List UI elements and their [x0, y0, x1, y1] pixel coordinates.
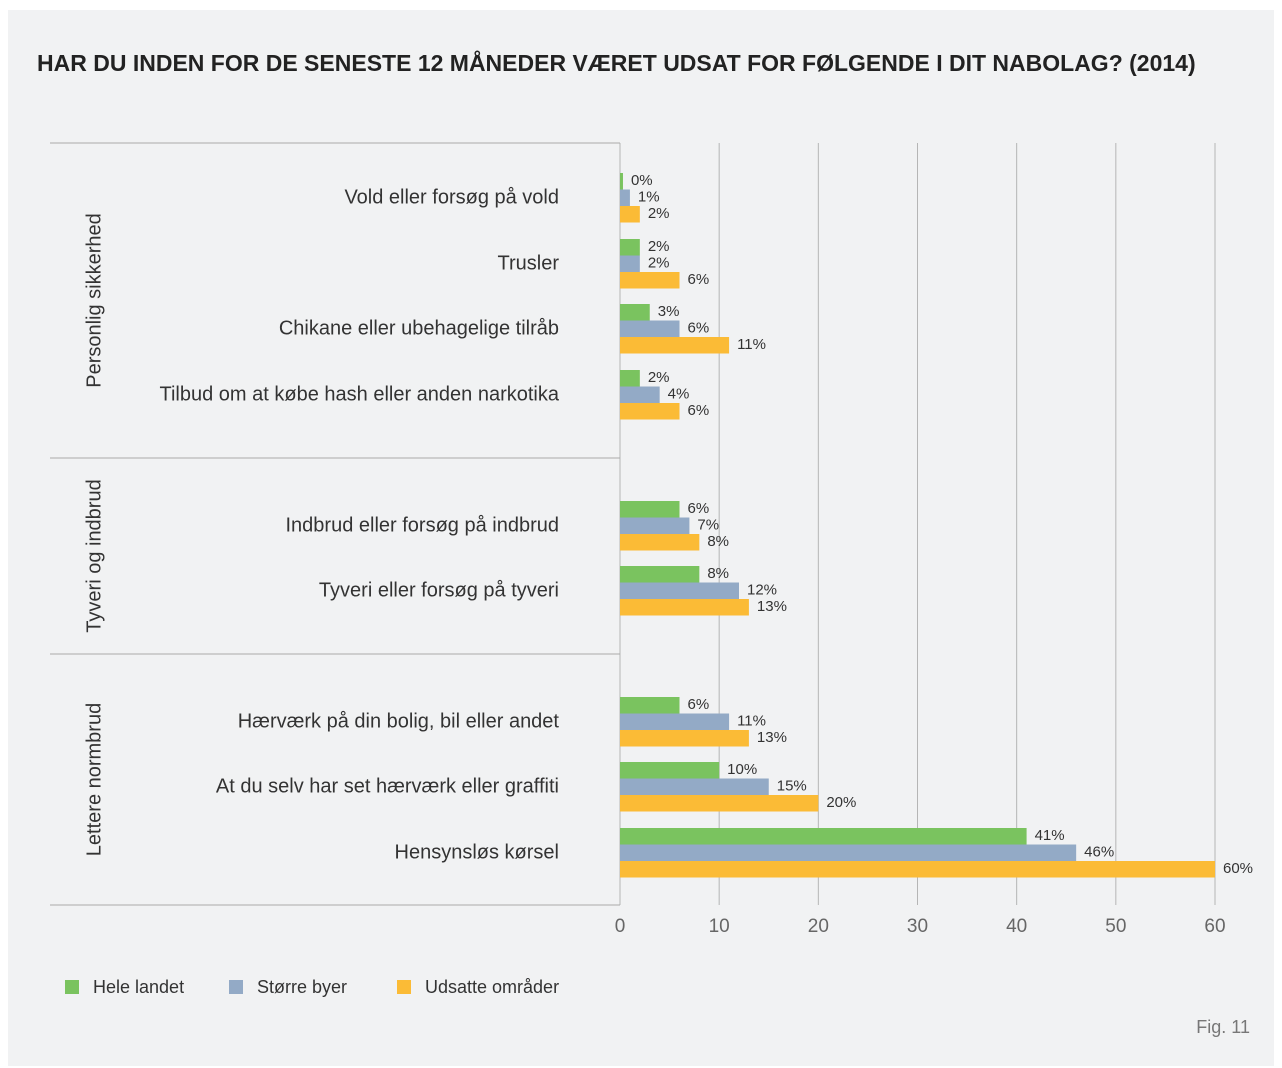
- bar: [620, 206, 640, 223]
- data-label: 10%: [727, 761, 757, 778]
- bar: [620, 778, 769, 795]
- category-label: Vold eller forsøg på vold: [344, 186, 559, 208]
- data-label: 2%: [648, 205, 670, 222]
- bar: [620, 337, 730, 354]
- x-tick-label: 60: [1204, 916, 1225, 937]
- bar: [620, 189, 630, 206]
- x-tick-label: 30: [907, 916, 928, 937]
- data-label: 11%: [737, 713, 766, 730]
- data-label: 4%: [668, 386, 690, 403]
- bar: [620, 534, 700, 551]
- bar: [620, 713, 730, 730]
- data-label: 2%: [648, 369, 670, 386]
- footnote: Fig. 11: [1196, 1017, 1250, 1037]
- legend-swatch: [229, 980, 243, 994]
- bar: [620, 386, 660, 403]
- data-label: 15%: [777, 778, 807, 795]
- legend-label: Hele landet: [93, 977, 184, 997]
- data-label: 8%: [707, 533, 729, 550]
- legend-label: Udsatte områder: [425, 977, 559, 997]
- data-label: 11%: [737, 336, 766, 353]
- bar: [620, 173, 623, 190]
- data-label: 13%: [757, 598, 787, 615]
- data-label: 6%: [688, 402, 710, 419]
- bar: [620, 582, 739, 599]
- data-label: 0%: [631, 172, 653, 189]
- data-label: 60%: [1223, 860, 1253, 877]
- bar: [620, 370, 640, 387]
- chart-title: HAR DU INDEN FOR DE SENESTE 12 MÅNEDER V…: [37, 50, 1196, 76]
- group-label: Lettere normbrud: [83, 703, 105, 856]
- x-tick-label: 40: [1006, 916, 1027, 937]
- category-label: Tilbud om at købe hash eller anden narko…: [160, 383, 560, 405]
- category-label: Tyveri eller forsøg på tyveri: [319, 579, 559, 601]
- bar: [620, 795, 819, 812]
- bar: [620, 697, 680, 714]
- bar: [620, 844, 1077, 861]
- data-label: 3%: [658, 303, 680, 320]
- category-label: Hensynsløs kørsel: [395, 841, 559, 863]
- x-tick-label: 0: [615, 916, 626, 937]
- x-tick-label: 10: [709, 916, 730, 937]
- bar: [620, 255, 640, 272]
- bar: [620, 730, 749, 747]
- data-label: 7%: [697, 517, 719, 534]
- bar: [620, 566, 700, 583]
- bar: [620, 320, 680, 337]
- bar: [620, 828, 1027, 845]
- legend-swatch: [397, 980, 411, 994]
- data-label: 20%: [826, 794, 856, 811]
- category-label: Trusler: [498, 252, 560, 274]
- category-label: Indbrud eller forsøg på indbrud: [286, 514, 560, 536]
- bar: [620, 762, 720, 779]
- data-label: 8%: [707, 565, 729, 582]
- data-label: 6%: [688, 696, 710, 713]
- legend-swatch: [65, 980, 79, 994]
- bar: [620, 239, 640, 256]
- data-label: 6%: [688, 500, 710, 517]
- bar: [620, 304, 650, 321]
- data-label: 6%: [688, 320, 710, 337]
- data-label: 2%: [648, 255, 670, 272]
- category-label: Chikane eller ubehagelige tilråb: [279, 317, 559, 339]
- bar: [620, 403, 680, 420]
- data-label: 1%: [638, 189, 660, 206]
- data-label: 41%: [1035, 827, 1065, 844]
- data-label: 13%: [757, 729, 787, 746]
- bar: [620, 272, 680, 289]
- legend-label: Større byer: [257, 977, 347, 997]
- data-label: 12%: [747, 582, 777, 599]
- group-label: Personlig sikkerhed: [83, 213, 105, 388]
- category-label: At du selv har set hærværk eller graffit…: [216, 775, 559, 797]
- bar: [620, 599, 749, 616]
- category-label: Hærværk på din bolig, bil eller andet: [238, 710, 560, 732]
- data-label: 2%: [648, 238, 670, 255]
- bar: [620, 517, 690, 534]
- group-label: Tyveri og indbrud: [83, 479, 105, 632]
- bar: [620, 501, 680, 518]
- bar: [620, 861, 1215, 878]
- data-label: 46%: [1084, 844, 1114, 861]
- x-tick-label: 20: [808, 916, 829, 937]
- x-tick-label: 50: [1105, 916, 1126, 937]
- data-label: 6%: [688, 271, 710, 288]
